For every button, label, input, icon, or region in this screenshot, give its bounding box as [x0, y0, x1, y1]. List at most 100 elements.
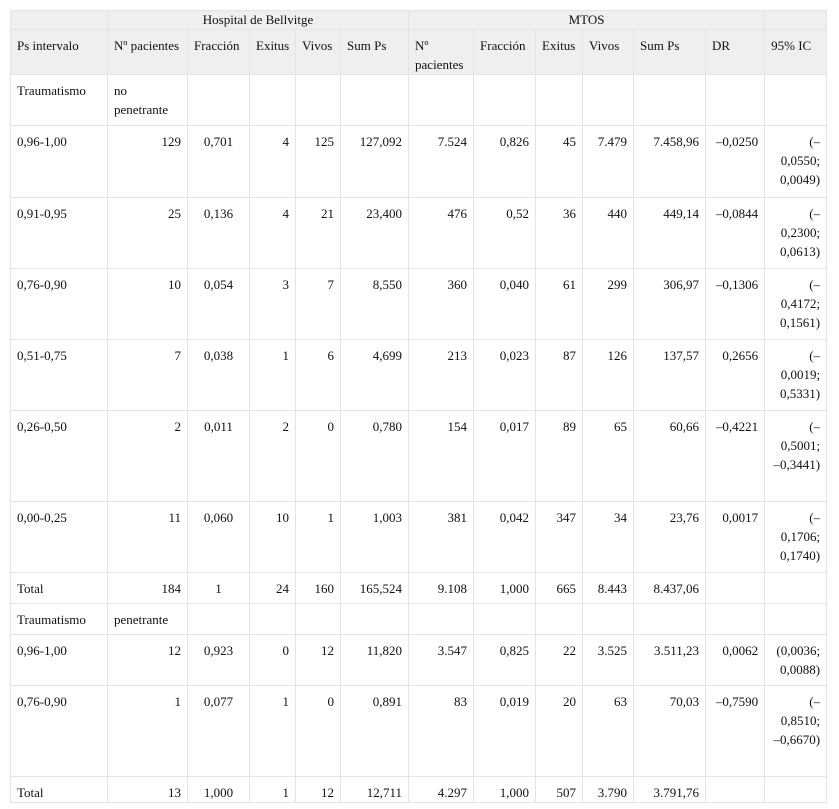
column-header: Fracción — [473, 29, 537, 75]
empty-cell — [339, 74, 410, 126]
table-cell: 83 — [408, 685, 475, 777]
table-cell: 507 — [535, 776, 584, 803]
table-cell: 0,825 — [473, 634, 537, 686]
table-cell: 1,000 — [473, 572, 537, 604]
empty-cell — [339, 603, 410, 635]
table-cell: 0,76-0,90 — [10, 685, 108, 777]
table-cell: (–0,4172; 0,1561) — [764, 268, 828, 340]
table-cell: –0,7590 — [705, 685, 766, 777]
table-row: 0,96-1,00 129 0,701 4 125 127,092 7.524 0,826 45… — [10, 125, 828, 198]
empty-cell — [705, 572, 766, 604]
table-cell: 0,017 — [473, 410, 537, 502]
table-cell: 184 — [107, 572, 188, 604]
column-header: Nº pacientes — [107, 29, 188, 75]
table-row: 0,91-0,95 25 0,136 4 21 23,400 476 0,52 36 440 449… — [10, 197, 828, 269]
table-cell: 3.791,76 — [633, 776, 707, 803]
table-cell: 160 — [295, 572, 341, 604]
table-cell: 154 — [408, 410, 475, 502]
table-cell: 13 — [107, 776, 188, 803]
table-row: 0,76-0,90 10 0,054 3 7 8,550 360 0,040 61 299 306,… — [10, 268, 828, 340]
table-cell: 1,000 — [187, 776, 250, 803]
table-cell: 665 — [535, 572, 584, 604]
table-row: Total 13 1,000 1 12 12,711 4.297 1,000 507 3.790 3… — [10, 776, 828, 803]
table-cell: 7.458,96 — [633, 125, 707, 198]
table-cell: 8,550 — [339, 268, 410, 340]
table-cell: 25 — [107, 197, 188, 269]
table-cell: 34 — [582, 501, 635, 573]
table-cell: 0,136 — [187, 197, 250, 269]
column-header: DR — [705, 29, 766, 75]
table-cell: 299 — [582, 268, 635, 340]
table-cell: 213 — [408, 339, 475, 411]
empty-cell — [408, 603, 475, 635]
table-cell: 12 — [295, 776, 341, 803]
empty-cell — [705, 776, 766, 803]
table-cell: 0,923 — [187, 634, 250, 686]
table-cell: 0 — [295, 685, 341, 777]
table-cell: 360 — [408, 268, 475, 340]
table-cell: –0,0844 — [705, 197, 766, 269]
table-cell: 70,03 — [633, 685, 707, 777]
empty-cell — [249, 74, 296, 126]
group-header-row: Hospital de Bellvitge MTOS — [10, 10, 828, 30]
table-cell: 0,826 — [473, 125, 537, 198]
table-cell: 0,00-0,25 — [10, 501, 108, 573]
empty-cell — [187, 603, 250, 635]
table-cell: 4 — [249, 197, 296, 269]
table-cell: 7 — [295, 268, 341, 340]
table-cell: 0,52 — [473, 197, 537, 269]
table-cell: 0,2656 — [705, 339, 766, 411]
table-cell: 0,060 — [187, 501, 250, 573]
table-cell: 0,51-0,75 — [10, 339, 108, 411]
table-row: 0,76-0,90 1 0,077 1 0 0,891 83 0,019 20 63 70,03 –0… — [10, 685, 828, 777]
empty-cell — [705, 603, 766, 635]
table-cell: penetrante — [107, 603, 188, 635]
column-header: Sum Ps — [633, 29, 707, 75]
table-cell: 0 — [249, 634, 296, 686]
table-cell: 306,97 — [633, 268, 707, 340]
table-cell: 381 — [408, 501, 475, 573]
table-cell: 476 — [408, 197, 475, 269]
table-cell: 1 — [295, 501, 341, 573]
empty-cell — [295, 603, 341, 635]
column-header: Ps intervalo — [10, 29, 108, 75]
table-cell: 0,701 — [187, 125, 250, 198]
table-cell: 23,400 — [339, 197, 410, 269]
table-cell: 0,038 — [187, 339, 250, 411]
table-cell: Total — [10, 776, 108, 803]
table-cell: 1 — [249, 339, 296, 411]
table-cell: 87 — [535, 339, 584, 411]
table-cell: 65 — [582, 410, 635, 502]
table-row: 0,26-0,50 2 0,011 2 0 0,780 154 0,017 89 65 60,66–… — [10, 410, 828, 502]
table-cell: 8.443 — [582, 572, 635, 604]
table-cell: 0,891 — [339, 685, 410, 777]
data-table: Hospital de Bellvitge MTOS Ps intervalo N… — [10, 10, 828, 803]
table-cell: 10 — [249, 501, 296, 573]
table-cell: 2 — [107, 410, 188, 502]
table-cell: 129 — [107, 125, 188, 198]
empty-cell — [249, 603, 296, 635]
table-cell: Total — [10, 572, 108, 604]
table-cell: 1 — [249, 685, 296, 777]
table-cell: 11,820 — [339, 634, 410, 686]
column-header-row: Ps intervalo Nº pacientes Fracción Exitus Vi… — [10, 29, 828, 75]
table-cell: 0,26-0,50 — [10, 410, 108, 502]
table-cell: 3.511,23 — [633, 634, 707, 686]
column-header: Vivos — [582, 29, 635, 75]
table-cell: 8.437,06 — [633, 572, 707, 604]
table-cell: –0,1306 — [705, 268, 766, 340]
table-cell: 3.547 — [408, 634, 475, 686]
table-cell: 0,023 — [473, 339, 537, 411]
table-cell: 1 — [249, 776, 296, 803]
table-row: Total 184 1 24 160 165,524 9.108 1,000 665 8.443 8… — [10, 572, 828, 604]
table-cell: 137,57 — [633, 339, 707, 411]
empty-cell — [633, 74, 707, 126]
column-header: Fracción — [187, 29, 250, 75]
table-cell: 0,019 — [473, 685, 537, 777]
table-cell: –0,0250 — [705, 125, 766, 198]
table-cell: 0,040 — [473, 268, 537, 340]
table-cell: 126 — [582, 339, 635, 411]
table-cell: 165,524 — [339, 572, 410, 604]
table-cell: 0,96-1,00 — [10, 125, 108, 198]
